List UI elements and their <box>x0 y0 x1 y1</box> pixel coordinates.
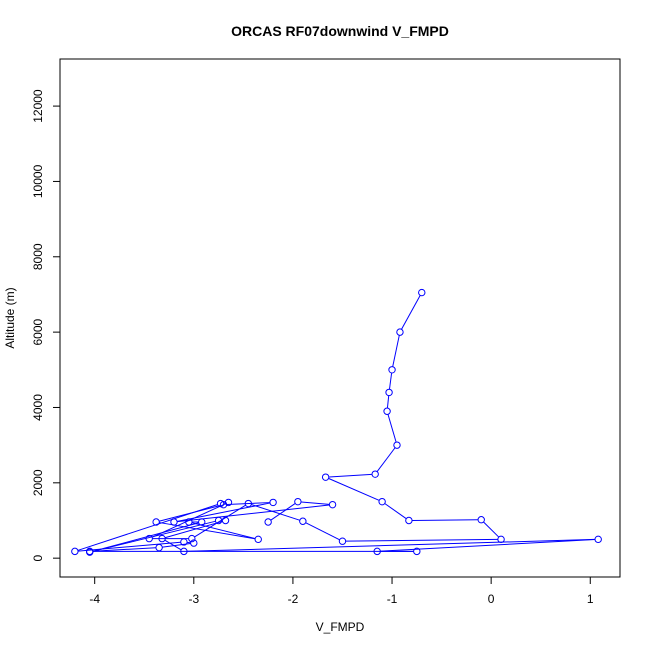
x-tick-label: -3 <box>188 592 199 606</box>
x-tick-label: 1 <box>587 592 594 606</box>
series-segment <box>412 520 478 521</box>
y-tick-label: 0 <box>31 555 45 562</box>
x-axis-label: V_FMPD <box>316 620 365 634</box>
y-tick-label: 6000 <box>31 318 45 345</box>
chart-title: ORCAS RF07downwind V_FMPD <box>231 23 449 39</box>
x-tick-label: 0 <box>488 592 495 606</box>
x-tick-label: -4 <box>89 592 100 606</box>
y-tick-label: 8000 <box>31 243 45 270</box>
y-tick-label: 12000 <box>31 89 45 123</box>
y-tick-label: 10000 <box>31 164 45 198</box>
y-tick-label: 2000 <box>31 469 45 496</box>
y-tick-label: 4000 <box>31 394 45 421</box>
y-axis-label: Altitude (m) <box>3 287 17 348</box>
x-tick-label: -2 <box>288 592 299 606</box>
x-tick-label: -1 <box>387 592 398 606</box>
